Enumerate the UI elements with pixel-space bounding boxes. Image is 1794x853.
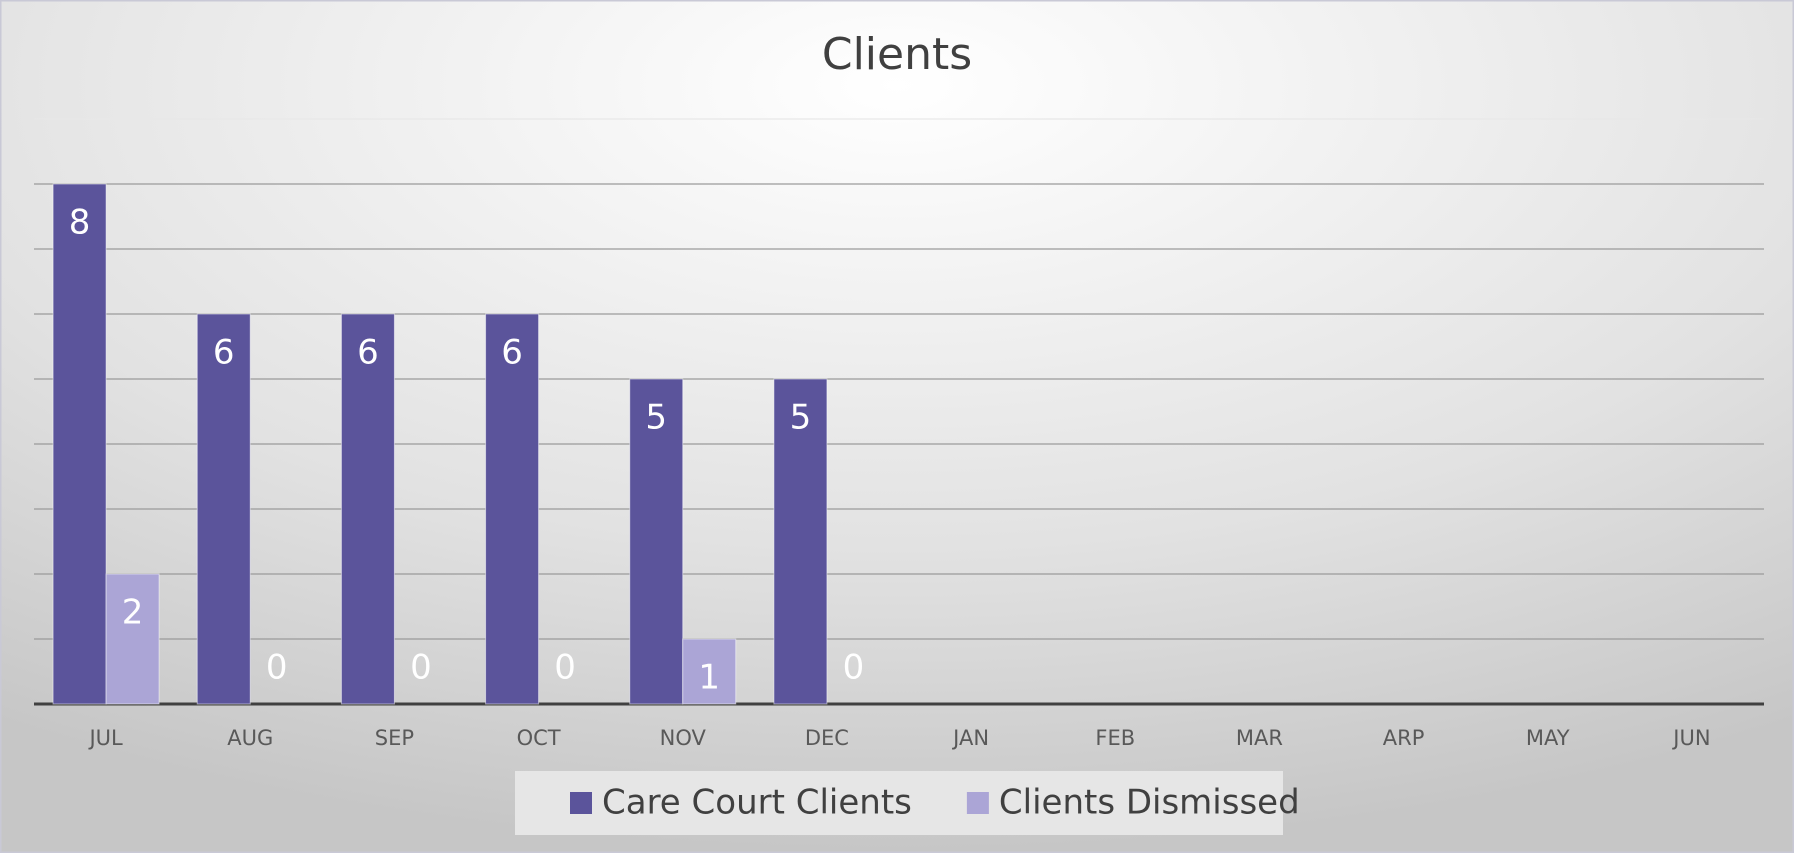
x-tick-label: AUG: [227, 726, 273, 750]
chart-title: Clients: [822, 29, 972, 80]
legend-label: Care Court Clients: [602, 783, 912, 823]
x-tick-label: FEB: [1095, 726, 1135, 750]
data-label: 8: [69, 203, 91, 243]
x-tick-label: MAY: [1526, 726, 1570, 750]
x-tick-label: JUN: [1671, 726, 1710, 750]
data-label: 5: [790, 398, 812, 438]
x-tick-label: JAN: [951, 726, 989, 750]
legend-box: [515, 771, 1283, 835]
bar: [52, 183, 107, 705]
x-tick-label: NOV: [660, 726, 707, 750]
data-label: 0: [554, 648, 576, 688]
bar: [105, 573, 160, 705]
data-label: 0: [266, 648, 288, 688]
x-tick-label: OCT: [517, 726, 561, 750]
bar: [485, 313, 540, 705]
bar: [629, 378, 684, 705]
data-label: 6: [501, 333, 523, 373]
legend-label: Clients Dismissed: [999, 783, 1300, 823]
x-tick-label: DEC: [805, 726, 849, 750]
data-label: 1: [698, 658, 720, 698]
x-tick-label: ARP: [1383, 726, 1425, 750]
data-label: 0: [410, 648, 432, 688]
bar: [773, 378, 828, 705]
data-label: 5: [645, 398, 667, 438]
legend-swatch: [570, 792, 592, 814]
bar: [340, 313, 395, 705]
bar: [682, 638, 737, 705]
data-label: 0: [843, 648, 865, 688]
data-label: 6: [357, 333, 379, 373]
data-label: 2: [122, 593, 144, 633]
legend-swatch: [966, 792, 989, 814]
bar: [196, 313, 251, 705]
x-tick-label: MAR: [1236, 726, 1283, 750]
x-tick-label: JUL: [87, 726, 123, 750]
x-tick-label: SEP: [375, 726, 414, 750]
data-label: 6: [213, 333, 235, 373]
